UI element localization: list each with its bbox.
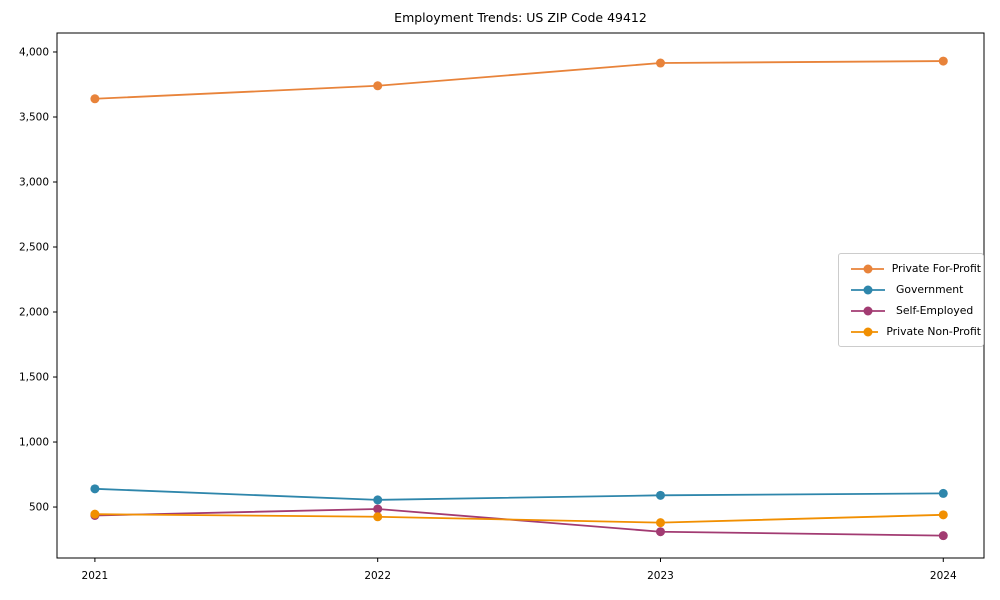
y-tick-label: 500	[29, 502, 49, 514]
data-point-private-non-profit-2024	[938, 510, 948, 520]
series-line-private-for-profit	[94, 60, 944, 100]
data-point-private-for-profit-2023	[655, 58, 665, 68]
y-tick-label: 1,000	[19, 437, 49, 449]
y-tick-label: 2,500	[19, 242, 49, 254]
y-tick-label: 3,500	[19, 112, 49, 124]
series-line-private-non-profit	[94, 513, 944, 524]
data-point-private-for-profit-2021	[90, 94, 100, 104]
y-tick-label: 1,500	[19, 372, 49, 384]
data-point-private-non-profit-2023	[655, 518, 665, 528]
data-point-government-2021	[90, 484, 100, 494]
data-point-government-2024	[938, 488, 948, 498]
series-line-self-employed	[94, 508, 944, 537]
data-point-private-for-profit-2022	[373, 81, 383, 91]
legend-label: Self-Employed	[896, 304, 974, 317]
line-marker-icon	[851, 285, 885, 294]
legend-label: Private Non-Profit	[886, 325, 981, 338]
legend-label: Private For-Profit	[891, 262, 981, 275]
data-point-self-employed-2024	[938, 531, 948, 541]
y-tick-label: 4,000	[19, 47, 49, 59]
data-point-private-non-profit-2021	[90, 509, 100, 519]
legend-item-private-for-profit: Private For-Profit	[841, 258, 981, 279]
line-marker-icon	[851, 306, 885, 315]
y-tick-label: 3,000	[19, 177, 49, 189]
x-tick-label: 2021	[82, 570, 109, 582]
data-point-self-employed-2023	[655, 527, 665, 537]
x-tick-label: 2023	[647, 570, 674, 582]
legend-item-government: Government	[841, 279, 981, 300]
x-tick-label: 2024	[930, 570, 957, 582]
series-line-government	[94, 487, 944, 501]
line-marker-icon	[851, 327, 879, 336]
y-tick-label: 2,000	[19, 307, 49, 319]
data-point-government-2022	[373, 495, 383, 505]
data-point-private-for-profit-2024	[938, 56, 948, 66]
x-tick-label: 2022	[364, 570, 391, 582]
chart-title: Employment Trends: US ZIP Code 49412	[394, 10, 647, 25]
plot-area-border	[56, 32, 985, 559]
data-point-self-employed-2022	[373, 504, 383, 514]
legend: Private For-Profit Government Self-Emplo…	[838, 253, 984, 347]
legend-label: Government	[896, 283, 964, 296]
data-point-government-2023	[655, 490, 665, 500]
line-marker-icon	[851, 264, 884, 273]
legend-item-private-non-profit: Private Non-Profit	[841, 321, 981, 342]
data-point-private-non-profit-2022	[373, 512, 383, 522]
legend-item-self-employed: Self-Employed	[841, 300, 981, 321]
